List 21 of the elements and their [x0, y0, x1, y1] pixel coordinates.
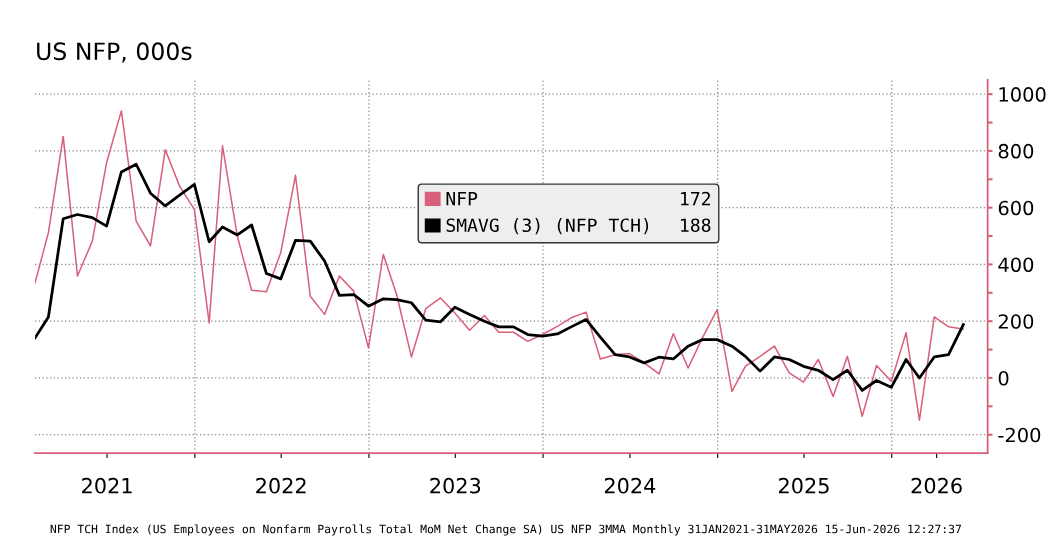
x-tick-label: 2023 [430, 477, 481, 494]
y-tick-label: 0 [998, 370, 1009, 386]
legend-label: SMAVG (3) (NFP TCH) [446, 218, 649, 235]
legend-label: NFP [446, 192, 478, 206]
x-tick-label: 2026 [911, 477, 962, 494]
y-tick-label: 800 [998, 143, 1034, 159]
y-tick-label: 1000 [999, 87, 1046, 102]
chart-title: US NFP, 000s [37, 42, 192, 63]
x-tick-label: 2025 [779, 477, 829, 494]
line-series [35, 110, 965, 421]
line-series [35, 162, 965, 392]
y-tick-label: 600 [998, 200, 1034, 216]
text: NFP TCH Index (US Employees on Nonfarm Payrolls Total MoM Net Change SA) US NFP 3MMA Monthly 31JAN2021-31MAY2026 15-Jun-2026 12:27:37 [50, 524, 961, 536]
x-tick-label: 2022 [256, 477, 306, 494]
y-tick-label: 200 [998, 314, 1034, 329]
y-tick-label: 400 [998, 257, 1034, 273]
y-tick-label: -200 [998, 427, 1041, 443]
x-tick-label: 2024 [604, 477, 656, 494]
x-tick-label: 2021 [82, 477, 132, 494]
annotation: 172 [681, 191, 711, 206]
annotation: 188 [681, 218, 711, 233]
